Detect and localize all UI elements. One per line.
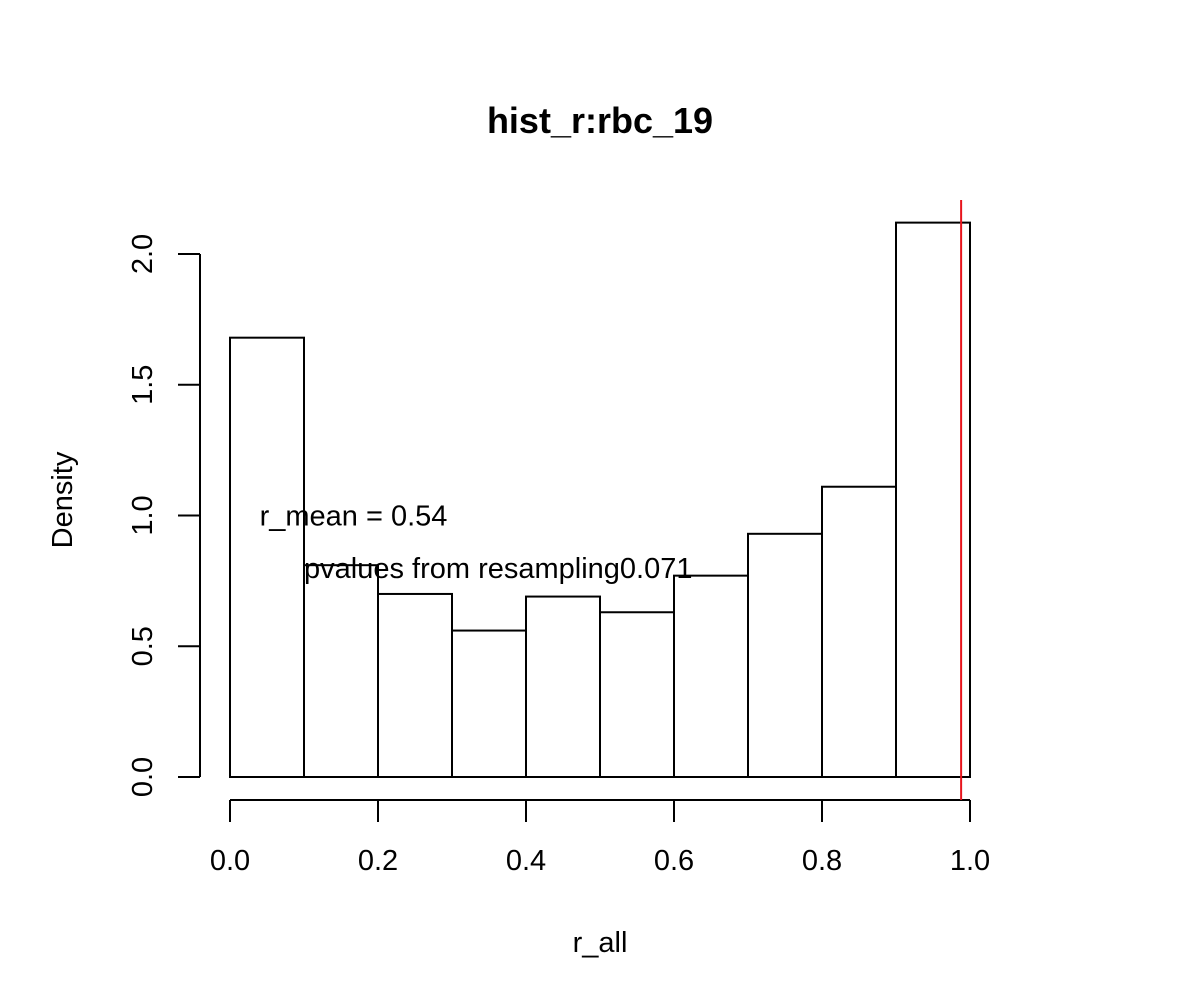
histogram-bar-4 [451,629,527,778]
y-tick-label: 0.5 [127,626,159,666]
y-tick-label: 1.5 [127,365,159,405]
annotation-text: pvalues from resampling0.071 [304,553,692,585]
y-axis: 0.0 0.5 1.0 1.5 2.0 [127,234,201,797]
x-tick-label: 0.2 [358,845,398,877]
bars [229,221,971,779]
histogram-bar-9 [821,485,897,778]
x-tick-label: 1.0 [950,845,990,877]
y-tick-label: 0.0 [127,757,159,797]
annotations: r_mean = 0.54 pvalues from resampling0.07… [260,501,693,585]
x-tick-label: 0.8 [802,845,842,877]
x-tick-label: 0.0 [210,845,250,877]
histogram-bar-5 [525,595,601,778]
histogram-bar-1 [229,336,305,778]
histogram-bar-8 [747,532,823,778]
y-tick-label: 2.0 [127,234,159,274]
histogram-bar-2 [303,564,379,778]
x-tick-label: 0.6 [654,845,694,877]
histogram-bar-6 [599,611,675,778]
annotation-text: r_mean = 0.54 [260,501,448,533]
y-tick-label: 1.0 [127,495,159,535]
y-axis-label: Density [47,451,79,548]
x-axis-label: r_all [573,927,628,959]
histogram-bar-7 [673,574,749,779]
x-axis: 0.0 0.2 0.4 0.6 0.8 1.0 [210,799,990,877]
x-tick-label: 0.4 [506,845,546,877]
histogram-bar-3 [377,592,453,779]
chart-title: hist_r:rbc_19 [487,100,713,141]
histogram-bar-10 [895,221,971,778]
